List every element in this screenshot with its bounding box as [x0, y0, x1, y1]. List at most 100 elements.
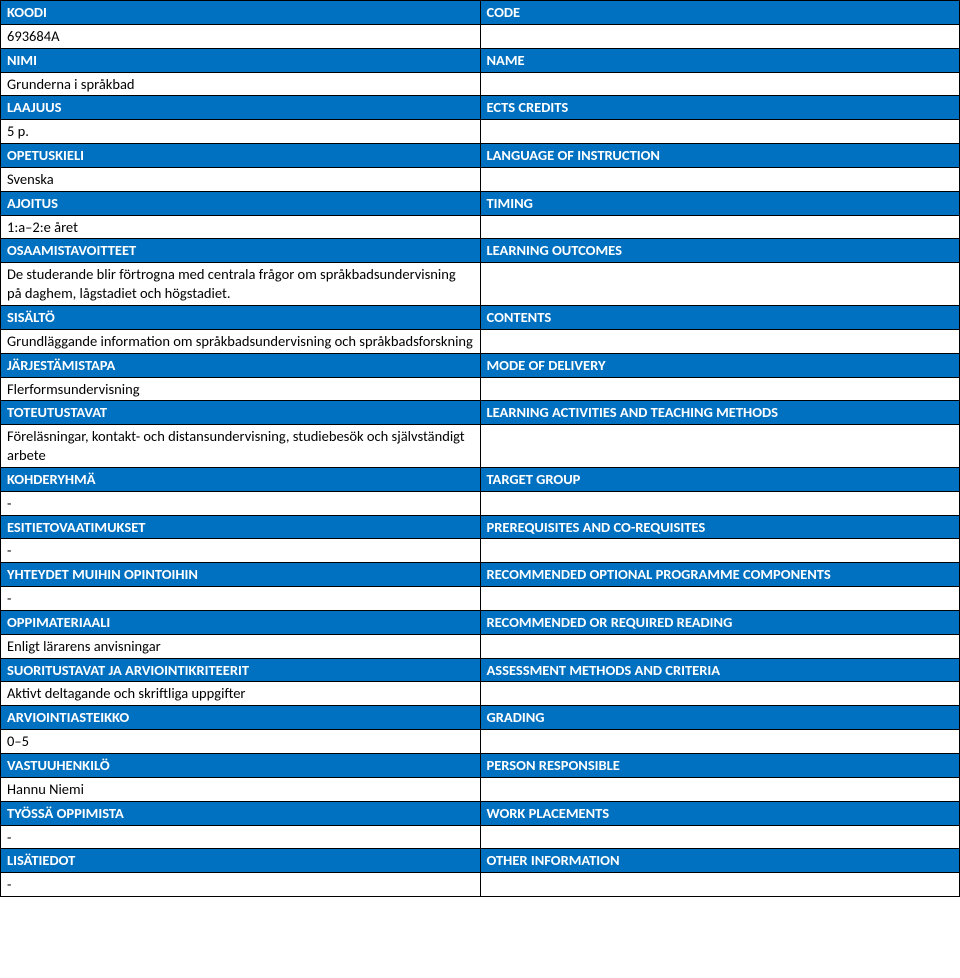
- header-cell-left: ESITIETOVAATIMUKSET: [1, 515, 481, 539]
- content-cell-left: 0–5: [1, 730, 481, 754]
- header-cell-right: OTHER INFORMATION: [480, 849, 960, 873]
- content-cell-left: De studerande blir förtrogna med central…: [1, 263, 481, 306]
- content-cell-left: Hannu Niemi: [1, 777, 481, 801]
- table-row: OSAAMISTAVOITTEETLEARNING OUTCOMES: [1, 239, 960, 263]
- header-cell-left: ARVIOINTIASTEIKKO: [1, 706, 481, 730]
- table-row: 0–5: [1, 730, 960, 754]
- content-cell-left: -: [1, 873, 481, 897]
- content-cell-right: [480, 777, 960, 801]
- table-row: LISÄTIEDOTOTHER INFORMATION: [1, 849, 960, 873]
- header-cell-right: PREREQUISITES AND CO-REQUISITES: [480, 515, 960, 539]
- header-cell-right: CONTENTS: [480, 305, 960, 329]
- table-row: -: [1, 539, 960, 563]
- header-cell-right: LEARNING ACTIVITIES AND TEACHING METHODS: [480, 401, 960, 425]
- table-row: Grunderna i språkbad: [1, 72, 960, 96]
- header-cell-left: OPETUSKIELI: [1, 144, 481, 168]
- header-cell-left: SISÄLTÖ: [1, 305, 481, 329]
- table-row: Svenska: [1, 167, 960, 191]
- content-cell-right: [480, 24, 960, 48]
- table-row: SUORITUSTAVAT JA ARVIOINTIKRITEERITASSES…: [1, 658, 960, 682]
- header-cell-left: KOODI: [1, 1, 481, 25]
- header-cell-right: RECOMMENDED OR REQUIRED READING: [480, 610, 960, 634]
- content-cell-left: Grundläggande information om språkbadsun…: [1, 329, 481, 353]
- content-cell-left: -: [1, 825, 481, 849]
- content-cell-right: [480, 263, 960, 306]
- content-cell-right: [480, 72, 960, 96]
- table-row: KOHDERYHMÄTARGET GROUP: [1, 467, 960, 491]
- header-cell-right: TARGET GROUP: [480, 467, 960, 491]
- header-cell-right: ASSESSMENT METHODS AND CRITERIA: [480, 658, 960, 682]
- table-row: -: [1, 587, 960, 611]
- content-cell-right: [480, 825, 960, 849]
- content-cell-left: Föreläsningar, kontakt- och distansunder…: [1, 425, 481, 468]
- course-table-container: KOODICODE693684ANIMINAMEGrunderna i språ…: [0, 0, 960, 897]
- table-row: YHTEYDET MUIHIN OPINTOIHINRECOMMENDED OP…: [1, 563, 960, 587]
- table-row: Enligt lärarens anvisningar: [1, 634, 960, 658]
- table-row: Hannu Niemi: [1, 777, 960, 801]
- content-cell-right: [480, 215, 960, 239]
- content-cell-left: -: [1, 491, 481, 515]
- table-row: TYÖSSÄ OPPIMISTAWORK PLACEMENTS: [1, 801, 960, 825]
- content-cell-left: Grunderna i språkbad: [1, 72, 481, 96]
- header-cell-right: GRADING: [480, 706, 960, 730]
- table-row: SISÄLTÖCONTENTS: [1, 305, 960, 329]
- table-row: TOTEUTUSTAVATLEARNING ACTIVITIES AND TEA…: [1, 401, 960, 425]
- content-cell-right: [480, 539, 960, 563]
- table-row: OPPIMATERIAALIRECOMMENDED OR REQUIRED RE…: [1, 610, 960, 634]
- content-cell-right: [480, 425, 960, 468]
- header-cell-left: LAAJUUS: [1, 96, 481, 120]
- content-cell-left: -: [1, 539, 481, 563]
- table-row: KOODICODE: [1, 1, 960, 25]
- content-cell-right: [480, 329, 960, 353]
- content-cell-right: [480, 491, 960, 515]
- content-cell-right: [480, 873, 960, 897]
- header-cell-left: SUORITUSTAVAT JA ARVIOINTIKRITEERIT: [1, 658, 481, 682]
- table-row: ARVIOINTIASTEIKKOGRADING: [1, 706, 960, 730]
- course-table: KOODICODE693684ANIMINAMEGrunderna i språ…: [0, 0, 960, 897]
- table-row: NIMINAME: [1, 48, 960, 72]
- content-cell-right: [480, 120, 960, 144]
- header-cell-right: PERSON RESPONSIBLE: [480, 754, 960, 778]
- header-cell-left: TOTEUTUSTAVAT: [1, 401, 481, 425]
- content-cell-left: -: [1, 587, 481, 611]
- table-row: 5 p.: [1, 120, 960, 144]
- header-cell-right: LEARNING OUTCOMES: [480, 239, 960, 263]
- table-row: Föreläsningar, kontakt- och distansunder…: [1, 425, 960, 468]
- content-cell-right: [480, 587, 960, 611]
- content-cell-left: 1:a–2:e året: [1, 215, 481, 239]
- table-row: -: [1, 825, 960, 849]
- header-cell-right: WORK PLACEMENTS: [480, 801, 960, 825]
- header-cell-left: AJOITUS: [1, 191, 481, 215]
- header-cell-right: LANGUAGE OF INSTRUCTION: [480, 144, 960, 168]
- content-cell-right: [480, 167, 960, 191]
- content-cell-left: Enligt lärarens anvisningar: [1, 634, 481, 658]
- table-row: 693684A: [1, 24, 960, 48]
- header-cell-left: NIMI: [1, 48, 481, 72]
- header-cell-left: KOHDERYHMÄ: [1, 467, 481, 491]
- header-cell-right: TIMING: [480, 191, 960, 215]
- table-row: OPETUSKIELILANGUAGE OF INSTRUCTION: [1, 144, 960, 168]
- table-row: Flerformsundervisning: [1, 377, 960, 401]
- table-row: VASTUUHENKILÖPERSON RESPONSIBLE: [1, 754, 960, 778]
- content-cell-left: Aktivt deltagande och skriftliga uppgift…: [1, 682, 481, 706]
- content-cell-left: Svenska: [1, 167, 481, 191]
- content-cell-right: [480, 377, 960, 401]
- table-row: JÄRJESTÄMISTAPAMODE OF DELIVERY: [1, 353, 960, 377]
- table-row: Aktivt deltagande och skriftliga uppgift…: [1, 682, 960, 706]
- table-row: 1:a–2:e året: [1, 215, 960, 239]
- header-cell-left: TYÖSSÄ OPPIMISTA: [1, 801, 481, 825]
- header-cell-right: RECOMMENDED OPTIONAL PROGRAMME COMPONENT…: [480, 563, 960, 587]
- header-cell-left: VASTUUHENKILÖ: [1, 754, 481, 778]
- header-cell-right: MODE OF DELIVERY: [480, 353, 960, 377]
- header-cell-left: YHTEYDET MUIHIN OPINTOIHIN: [1, 563, 481, 587]
- header-cell-right: CODE: [480, 1, 960, 25]
- header-cell-left: OSAAMISTAVOITTEET: [1, 239, 481, 263]
- table-row: Grundläggande information om språkbadsun…: [1, 329, 960, 353]
- table-row: De studerande blir förtrogna med central…: [1, 263, 960, 306]
- content-cell-left: 5 p.: [1, 120, 481, 144]
- table-row: -: [1, 491, 960, 515]
- content-cell-right: [480, 634, 960, 658]
- table-row: AJOITUSTIMING: [1, 191, 960, 215]
- content-cell-left: 693684A: [1, 24, 481, 48]
- header-cell-left: LISÄTIEDOT: [1, 849, 481, 873]
